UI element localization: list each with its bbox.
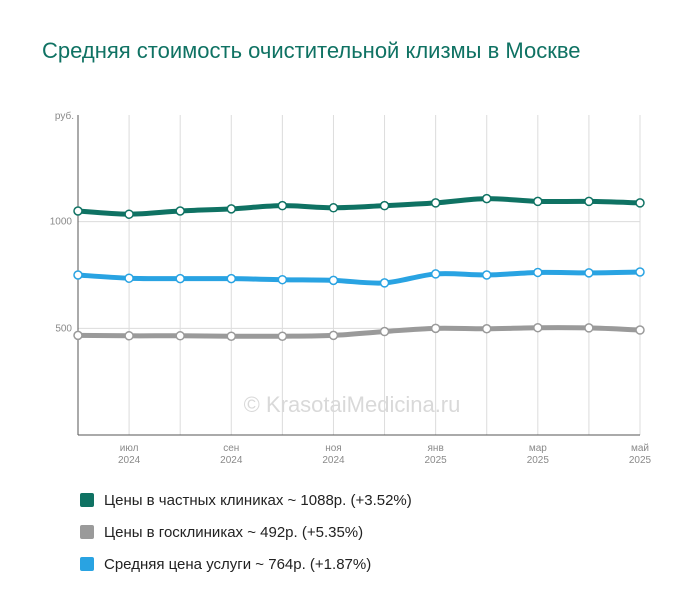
x-tick-year: 2025	[629, 455, 652, 466]
data-point-average	[175, 273, 185, 284]
x-tick-year: 2024	[322, 455, 345, 466]
data-point-private	[430, 198, 441, 208]
data-point-average	[124, 273, 134, 283]
legend: Цены в частных клиниках ~ 1088р. (+3.52%…	[80, 484, 412, 580]
x-tick-month: мар	[529, 443, 547, 454]
x-tick-month: ноя	[325, 443, 342, 454]
data-point-public	[73, 330, 83, 341]
data-point-private	[584, 196, 594, 207]
series-line-private	[75, 196, 643, 217]
y-tick-labels: 500 1000 руб.	[50, 110, 74, 334]
data-point-private	[73, 206, 83, 216]
data-point-private	[379, 200, 390, 211]
legend-item-private[interactable]: Цены в частных клиниках ~ 1088р. (+3.52%…	[80, 484, 412, 516]
data-point-private	[328, 203, 339, 213]
data-point-public	[533, 322, 543, 333]
data-point-private	[481, 193, 492, 204]
data-point-public	[379, 326, 390, 337]
data-point-public	[584, 323, 594, 333]
data-point-average	[379, 278, 390, 288]
x-tick-year: 2025	[425, 455, 448, 466]
data-point-private	[277, 200, 288, 211]
data-point-average	[328, 275, 339, 286]
data-point-public	[226, 331, 237, 341]
x-tick-month: янв	[428, 443, 444, 454]
x-tick-month: июл	[120, 443, 139, 454]
legend-swatch-private	[80, 493, 94, 507]
legend-label-public: Цены в госклиниках ~ 492р. (+5.35%)	[104, 523, 364, 541]
grid-lines	[77, 115, 641, 435]
x-tick-year: 2024	[118, 455, 141, 466]
x-tick-labels: июл2024сен2024ноя2024янв2025мар2025май20…	[118, 443, 652, 466]
series-line-average	[75, 269, 643, 286]
y-tick-label: 500	[55, 323, 72, 334]
y-unit-label: руб.	[55, 110, 74, 122]
data-point-public	[175, 331, 185, 341]
x-tick-year: 2024	[220, 455, 243, 466]
data-point-public	[481, 324, 492, 334]
legend-label-private: Цены в частных клиниках ~ 1088р. (+3.52%…	[104, 491, 412, 509]
data-point-public	[277, 331, 288, 341]
data-point-average	[584, 268, 594, 278]
data-point-public	[430, 323, 441, 334]
data-point-average	[533, 267, 543, 278]
legend-item-public[interactable]: Цены в госклиниках ~ 492р. (+5.35%)	[80, 516, 412, 548]
data-point-average	[430, 269, 441, 279]
series-lines	[75, 196, 643, 339]
legend-swatch-public	[80, 525, 94, 539]
data-point-private	[124, 209, 134, 219]
data-point-average	[635, 267, 645, 277]
x-tick-month: сен	[223, 443, 239, 454]
data-point-public	[124, 331, 134, 341]
chart-title: Средняя стоимость очистительной клизмы в…	[42, 38, 581, 63]
data-point-private	[226, 204, 237, 214]
data-point-private	[635, 198, 645, 208]
series-points	[73, 193, 645, 341]
data-point-average	[277, 274, 288, 285]
y-tick-label: 1000	[50, 217, 73, 228]
data-point-private	[175, 206, 185, 216]
x-tick-month: май	[631, 443, 649, 454]
x-tick-year: 2025	[527, 455, 550, 466]
data-point-average	[481, 270, 492, 280]
data-point-public	[635, 325, 645, 335]
legend-swatch-average	[80, 557, 94, 571]
legend-label-average: Средняя цена услуги ~ 764р. (+1.87%)	[104, 555, 372, 573]
series-line-public	[75, 325, 643, 339]
data-point-average	[73, 270, 83, 280]
data-point-public	[328, 330, 339, 341]
data-point-private	[533, 196, 543, 207]
data-point-average	[226, 273, 237, 284]
watermark: © KrasotaiMedicina.ru	[244, 392, 461, 417]
axes	[77, 115, 640, 436]
legend-item-average[interactable]: Средняя цена услуги ~ 764р. (+1.87%)	[80, 548, 412, 580]
